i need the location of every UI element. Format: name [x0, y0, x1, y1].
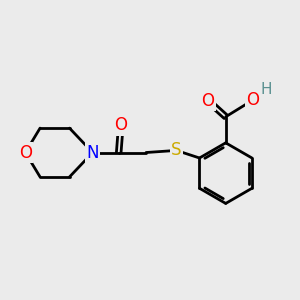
- Text: O: O: [19, 143, 32, 161]
- Text: S: S: [171, 141, 181, 159]
- Text: O: O: [114, 116, 127, 134]
- Text: O: O: [247, 91, 260, 109]
- Text: O: O: [202, 92, 214, 110]
- Text: H: H: [261, 82, 272, 97]
- Text: N: N: [86, 143, 99, 161]
